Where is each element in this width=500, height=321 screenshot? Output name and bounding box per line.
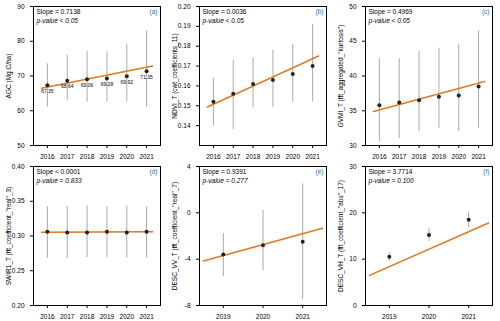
- svg-text:2017: 2017: [60, 153, 75, 160]
- svg-text:(e): (e): [316, 168, 324, 176]
- svg-text:2019: 2019: [382, 313, 397, 320]
- svg-text:2021: 2021: [461, 313, 476, 320]
- svg-text:2020: 2020: [286, 153, 301, 160]
- svg-text:2016: 2016: [206, 153, 221, 160]
- svg-text:p-value = 0.100: p-value = 0.100: [368, 177, 414, 185]
- svg-text:(a): (a): [150, 8, 158, 16]
- svg-text:90: 90: [17, 3, 25, 10]
- svg-text:DESC_VV_T (fft_coefficient_"re: DESC_VV_T (fft_coefficient_"real"_7): [171, 182, 179, 290]
- svg-text:2018: 2018: [80, 153, 95, 160]
- svg-text:67.35: 67.35: [41, 88, 54, 94]
- svg-text:p-value < 0.05: p-value < 0.05: [36, 17, 79, 25]
- svg-text:0.14: 0.14: [178, 122, 191, 129]
- svg-text:(f): (f): [483, 168, 489, 176]
- svg-text:45: 45: [349, 37, 357, 44]
- svg-text:2021: 2021: [139, 313, 154, 320]
- svg-text:NDVI_T (cwt_coefficients_11): NDVI_T (cwt_coefficients_11): [171, 33, 179, 118]
- svg-text:0.18: 0.18: [178, 42, 191, 49]
- svg-text:0.20: 0.20: [178, 3, 191, 10]
- svg-text:-8: -8: [185, 302, 191, 309]
- svg-text:71.35: 71.35: [140, 74, 153, 80]
- svg-text:69.06: 69.06: [81, 82, 94, 88]
- svg-text:(b): (b): [316, 8, 324, 16]
- svg-text:2020: 2020: [256, 313, 271, 320]
- svg-text:GVMI_T (fft_aggregated_"kurtos: GVMI_T (fft_aggregated_"kurtosis"): [337, 25, 345, 128]
- svg-text:2021: 2021: [295, 313, 310, 320]
- svg-text:2016: 2016: [40, 153, 55, 160]
- svg-text:SWIR1_T (fft_coefficient_"real: SWIR1_T (fft_coefficient_"real"_3): [5, 187, 13, 286]
- svg-text:2017: 2017: [392, 153, 407, 160]
- svg-text:(d): (d): [150, 168, 158, 176]
- svg-text:0: 0: [353, 302, 357, 309]
- svg-text:AGC (Mg C/ha): AGC (Mg C/ha): [5, 54, 13, 99]
- svg-text:0.25: 0.25: [12, 267, 25, 274]
- svg-text:0.40: 0.40: [12, 163, 25, 170]
- svg-text:69.28: 69.28: [101, 81, 114, 87]
- svg-text:p-value = 0.833: p-value = 0.833: [36, 177, 82, 185]
- svg-text:2021: 2021: [305, 153, 320, 160]
- svg-text:30: 30: [349, 163, 357, 170]
- svg-text:2019: 2019: [100, 153, 115, 160]
- svg-text:0.19: 0.19: [178, 22, 191, 29]
- svg-text:0.35: 0.35: [12, 197, 25, 204]
- svg-text:2020: 2020: [452, 153, 467, 160]
- svg-text:2020: 2020: [120, 313, 135, 320]
- svg-text:68.64: 68.64: [61, 83, 74, 89]
- svg-text:Slope = 0.7138: Slope = 0.7138: [37, 8, 81, 16]
- svg-text:30: 30: [349, 142, 357, 149]
- svg-text:35: 35: [349, 107, 357, 114]
- svg-text:70: 70: [17, 72, 25, 79]
- svg-text:4: 4: [187, 163, 191, 170]
- svg-text:p-value < 0.05: p-value < 0.05: [202, 17, 245, 25]
- svg-text:DESC_VH_T (fft_coefficient_"ab: DESC_VH_T (fft_coefficient_"abs"_17): [337, 180, 345, 292]
- svg-text:Slope = 0.9391: Slope = 0.9391: [203, 168, 247, 176]
- svg-text:69.92: 69.92: [121, 79, 134, 85]
- svg-text:2019: 2019: [266, 153, 281, 160]
- svg-text:2017: 2017: [226, 153, 241, 160]
- svg-text:(c): (c): [482, 8, 490, 16]
- svg-text:Slope = 0.0036: Slope = 0.0036: [203, 8, 247, 16]
- svg-text:p-value < 0.05: p-value < 0.05: [368, 17, 411, 25]
- svg-text:2016: 2016: [372, 153, 387, 160]
- svg-text:0.17: 0.17: [178, 62, 191, 69]
- svg-text:2020: 2020: [422, 313, 437, 320]
- svg-text:80: 80: [17, 37, 25, 44]
- svg-text:2019: 2019: [100, 313, 115, 320]
- svg-text:0.15: 0.15: [178, 102, 191, 109]
- svg-text:2018: 2018: [412, 153, 427, 160]
- svg-text:Slope = 0.4969: Slope = 0.4969: [369, 8, 413, 16]
- svg-text:50: 50: [17, 142, 25, 149]
- svg-text:0.16: 0.16: [178, 82, 191, 89]
- svg-text:p-value = 0.277: p-value = 0.277: [202, 177, 248, 185]
- svg-text:-4: -4: [185, 255, 191, 262]
- svg-text:20: 20: [349, 209, 357, 216]
- svg-text:50: 50: [349, 3, 357, 10]
- svg-text:Slope = 3.7714: Slope = 3.7714: [369, 168, 413, 176]
- svg-text:2021: 2021: [139, 153, 154, 160]
- svg-text:2016: 2016: [40, 313, 55, 320]
- svg-text:0.20: 0.20: [12, 302, 25, 309]
- svg-text:10: 10: [349, 255, 357, 262]
- svg-text:2018: 2018: [80, 313, 95, 320]
- svg-text:0: 0: [187, 209, 191, 216]
- svg-text:2021: 2021: [471, 153, 486, 160]
- svg-text:60: 60: [17, 107, 25, 114]
- svg-text:40: 40: [349, 72, 357, 79]
- svg-text:2019: 2019: [216, 313, 231, 320]
- svg-text:0.30: 0.30: [12, 232, 25, 239]
- svg-text:2019: 2019: [432, 153, 447, 160]
- svg-text:2017: 2017: [60, 313, 75, 320]
- svg-text:2018: 2018: [246, 153, 261, 160]
- svg-text:2020: 2020: [120, 153, 135, 160]
- svg-text:Slope < 0.0001: Slope < 0.0001: [37, 168, 81, 176]
